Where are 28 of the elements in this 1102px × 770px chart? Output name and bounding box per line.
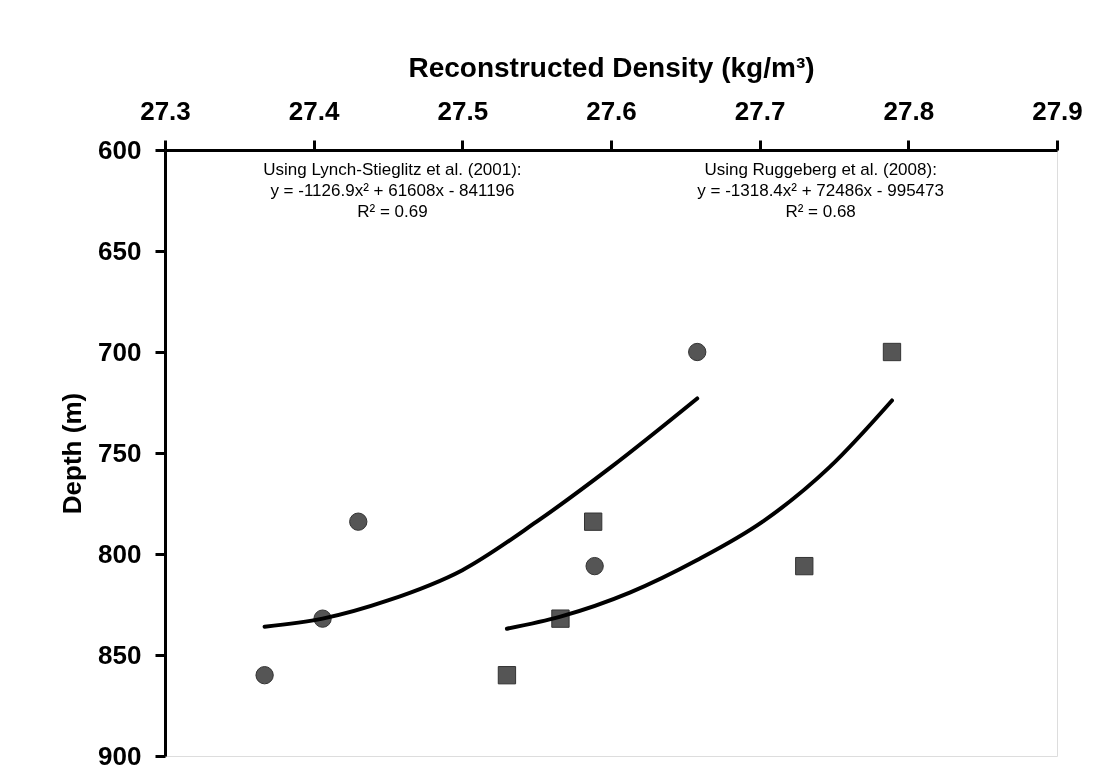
x-axis-title: Reconstructed Density (kg/m³)	[408, 51, 815, 83]
x-tick-label: 27.3	[140, 95, 191, 126]
line-series	[262, 396, 700, 629]
x-tick-label: 27.8	[883, 95, 935, 126]
point	[497, 666, 517, 685]
y-tick-label: 850	[98, 639, 142, 670]
x-tick-label: 27.7	[734, 95, 786, 126]
y-tick-label: 600	[98, 134, 142, 165]
y-tick-label: 800	[98, 538, 142, 569]
line-series	[504, 398, 894, 631]
point	[255, 666, 274, 685]
x-tick-label: 27.9	[1032, 95, 1083, 126]
x-tick-label: 27.4	[288, 95, 341, 126]
annotation: Using Lynch-Stieglitz et al. (2001): y = -1126.9x² + 61608x - 841196 R² = 0.69	[263, 160, 522, 222]
point	[688, 342, 707, 362]
x-tick-label: 27.5	[437, 95, 489, 126]
point	[795, 556, 814, 576]
y-tick-label: 900	[98, 740, 142, 770]
y-tick-label: 750	[98, 437, 142, 468]
point	[585, 556, 604, 576]
annotation: Using Ruggeberg et al. (2008): y = -1318.4x² + 72486x - 995473 R² = 0.68	[697, 160, 944, 222]
y-tick-label: 700	[98, 336, 142, 367]
y-axis-title: Depth (m)	[57, 392, 88, 515]
point	[349, 512, 368, 531]
y-tick-label: 650	[98, 235, 142, 266]
point	[882, 342, 902, 362]
point	[584, 512, 603, 531]
x-tick-label: 27.6	[586, 95, 637, 126]
